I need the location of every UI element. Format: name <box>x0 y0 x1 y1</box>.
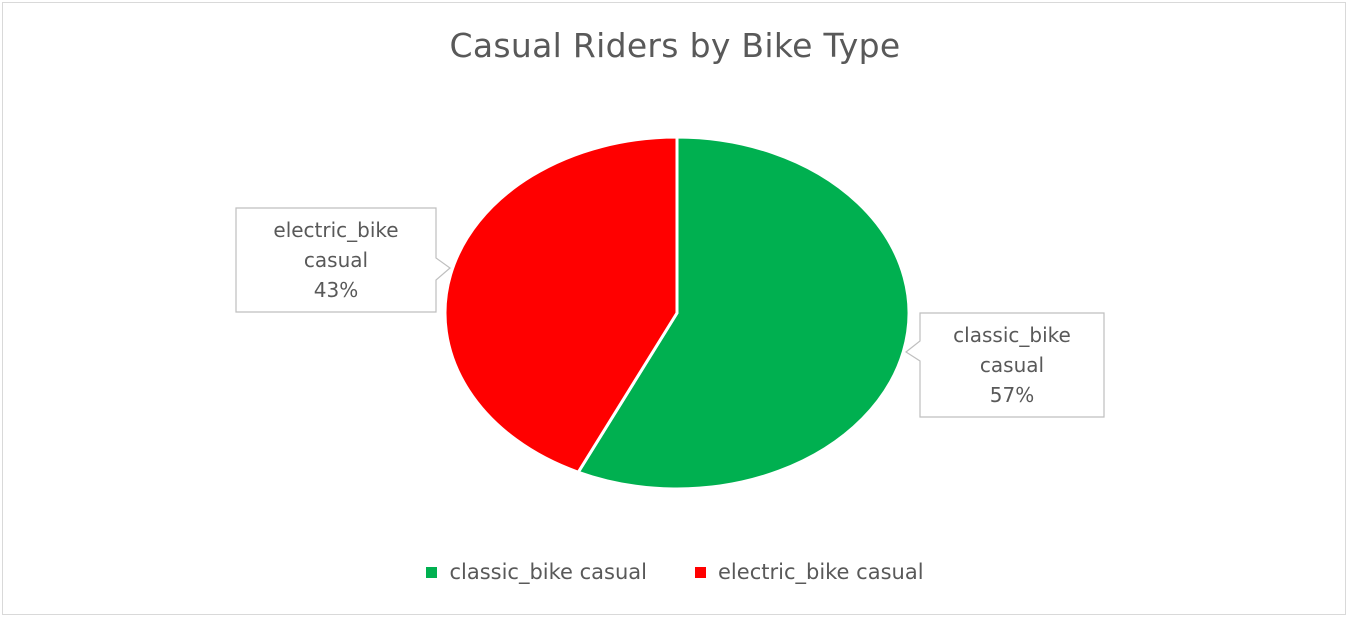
data-label-text-electric-bike-2: 43% <box>314 278 358 302</box>
data-label-text-electric-bike-0: electric_bike <box>273 218 398 242</box>
legend-label-classic-bike: classic_bike casual <box>449 560 648 584</box>
legend-item-electric-bike: electric_bike casual <box>695 560 924 584</box>
legend-swatch-classic-bike <box>426 566 438 578</box>
pie-slice-electric-bike <box>443 135 679 474</box>
legend-swatch-electric-bike <box>695 566 707 578</box>
data-label-box-classic-bike <box>904 312 1105 418</box>
data-label-text-classic-bike-0: classic_bike <box>953 323 1071 347</box>
chart-title: Casual Riders by Bike Type <box>449 26 901 65</box>
data-label-box-electric-bike <box>235 207 451 313</box>
data-label-text-classic-bike-1: casual <box>980 353 1044 377</box>
data-label-text-classic-bike-2: 57% <box>990 383 1034 407</box>
data-label-text-electric-bike-1: casual <box>304 248 368 272</box>
pie-slice-classic-bike <box>576 135 911 491</box>
legend-item-classic-bike: classic_bike casual <box>426 560 647 584</box>
legend-label-electric-bike: electric_bike casual <box>718 560 924 584</box>
legend: classic_bike casual electric_bike casual <box>0 560 1350 584</box>
